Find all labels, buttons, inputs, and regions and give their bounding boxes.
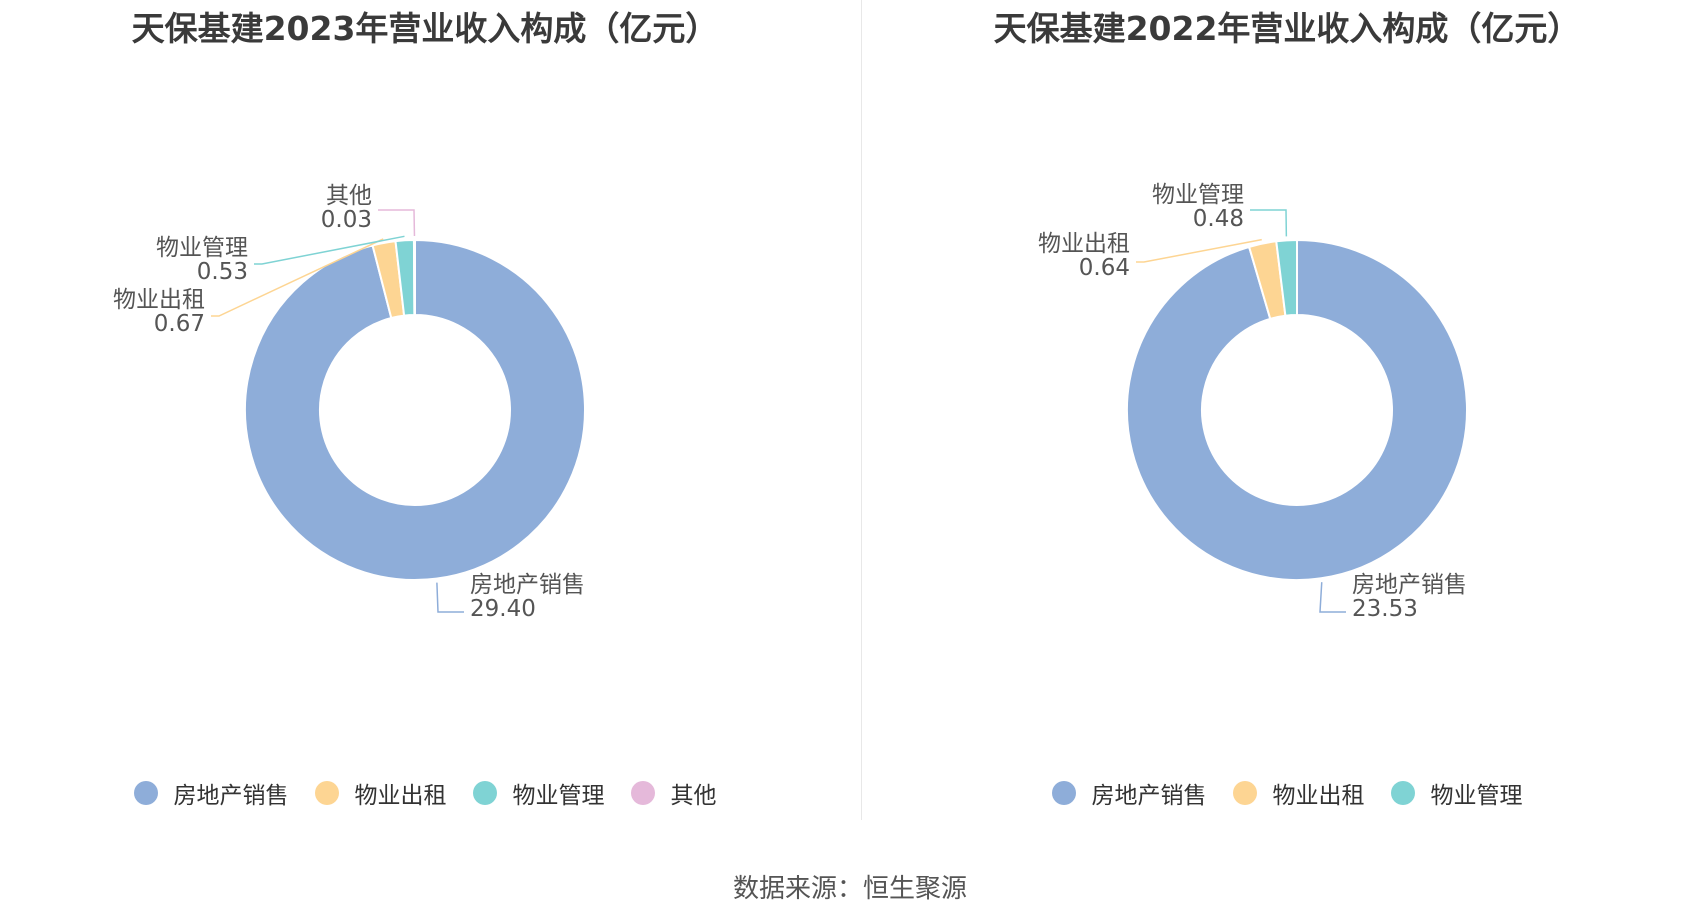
chart-panel-2022: 天保基建2022年营业收入构成（亿元） 房地产销售 23.53 物业出租 0.64 物业… — [862, 0, 1700, 820]
legend-item-物业出租[interactable]: 物业出租 — [314, 776, 447, 810]
panel-divider — [861, 0, 862, 820]
slice-label-物业管理: 物业管理 — [1152, 182, 1244, 208]
legend-2022: 房地产销售 物业出租 物业管理 — [862, 776, 1700, 810]
leader-line-房地产销售 — [1319, 582, 1346, 613]
leader-line-物业出租 — [211, 238, 384, 317]
legend-marker-icon — [630, 781, 655, 805]
legend-marker-icon — [133, 781, 158, 805]
legend-2023: 房地产销售 物业出租 物业管理 其他 — [0, 776, 850, 810]
chart-panel-2023: 天保基建2023年营业收入构成（亿元） 房地产销售 29.40 物业出租 0.67 物业… — [0, 0, 850, 820]
slice-房地产销售 — [244, 238, 586, 581]
slice-value-物业出租: 0.67 — [154, 311, 205, 337]
legend-label: 物业出租 — [354, 783, 447, 809]
legend-marker-icon — [1390, 781, 1415, 805]
slice-其他 — [412, 238, 416, 317]
slice-label-物业出租: 物业出租 — [113, 287, 205, 313]
legend-item-物业出租[interactable]: 物业出租 — [1232, 776, 1365, 810]
leader-line-物业出租 — [1136, 238, 1262, 263]
leader-line-房地产销售 — [436, 582, 464, 613]
slice-label-房地产销售: 房地产销售 — [1352, 572, 1467, 598]
legend-label: 其他 — [670, 783, 717, 809]
legend-label: 房地产销售 — [173, 783, 289, 809]
slice-label-物业出租: 物业出租 — [1038, 231, 1130, 257]
legend-item-其他[interactable]: 其他 — [630, 776, 717, 810]
legend-item-房地产销售[interactable]: 房地产销售 — [133, 776, 289, 810]
data-source-note: 数据来源：恒生聚源 — [732, 874, 967, 904]
slice-value-其他: 0.03 — [321, 207, 372, 233]
legend-label: 物业管理 — [512, 783, 605, 809]
legend-marker-icon — [314, 781, 339, 805]
legend-label: 物业出租 — [1272, 783, 1365, 809]
slice-value-房地产销售: 29.40 — [470, 596, 536, 622]
slice-value-物业管理: 0.53 — [197, 259, 248, 285]
legend-marker-icon — [1232, 781, 1257, 805]
legend-label: 房地产销售 — [1091, 783, 1207, 809]
slice-value-物业出租: 0.64 — [1079, 255, 1130, 281]
slice-label-其他: 其他 — [326, 183, 372, 209]
slice-label-房地产销售: 房地产销售 — [470, 572, 585, 598]
leader-line-物业管理 — [1250, 209, 1288, 237]
slice-label-物业管理: 物业管理 — [156, 235, 248, 261]
slice-物业管理 — [1275, 238, 1298, 317]
legend-item-物业管理[interactable]: 物业管理 — [1390, 776, 1523, 810]
chart-title-2022: 天保基建2022年营业收入构成（亿元） — [993, 9, 1581, 48]
leader-line-其他 — [378, 209, 416, 237]
legend-item-物业管理[interactable]: 物业管理 — [472, 776, 605, 810]
slice-房地产销售 — [1126, 238, 1468, 581]
chart-title-2023: 天保基建2023年营业收入构成（亿元） — [131, 9, 719, 48]
legend-item-房地产销售[interactable]: 房地产销售 — [1051, 776, 1207, 810]
slice-value-物业管理: 0.48 — [1193, 206, 1244, 232]
slice-value-房地产销售: 23.53 — [1352, 596, 1418, 622]
legend-marker-icon — [1051, 781, 1076, 805]
legend-marker-icon — [472, 781, 497, 805]
legend-label: 物业管理 — [1430, 783, 1523, 809]
leader-line-物业管理 — [254, 235, 405, 265]
